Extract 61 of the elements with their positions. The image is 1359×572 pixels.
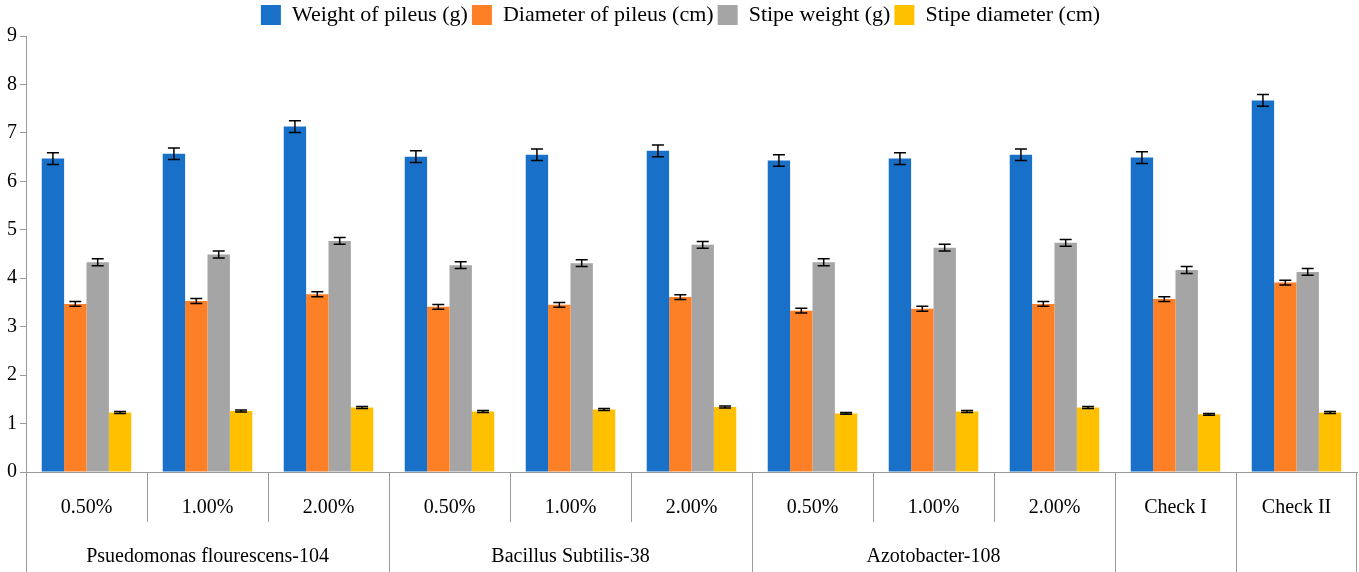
- bar: [525, 154, 549, 472]
- bar: [471, 411, 495, 472]
- text: Bacillus Subtilis-38: [491, 544, 650, 567]
- bar: [306, 294, 329, 472]
- x-tick-label: 0.50%: [786, 495, 839, 518]
- x-tick-label: Check II: [1261, 495, 1332, 518]
- x-tick-label: 1.00%: [907, 495, 960, 518]
- legend-label: Stipe diameter (cm): [925, 0, 1101, 26]
- x-tick-label: 2.00%: [665, 495, 718, 518]
- bar: [669, 297, 692, 472]
- y-tick-label: 0: [7, 459, 17, 482]
- legend-label: Diameter of pileus (cm): [502, 0, 714, 26]
- x-tick-label: 1.00%: [181, 495, 234, 518]
- x-tick-label: 2.00%: [302, 495, 355, 518]
- bar: [1318, 412, 1342, 472]
- bar: [1130, 157, 1154, 472]
- bar: [1274, 282, 1297, 472]
- text: Azotobacter-108: [866, 544, 1001, 567]
- bar: [229, 410, 253, 472]
- bar: [185, 300, 208, 472]
- bar: [283, 126, 307, 472]
- bar: [713, 407, 737, 472]
- bar: [162, 153, 186, 472]
- x-tick-label: 1.00%: [544, 495, 597, 518]
- bar: [1009, 154, 1033, 472]
- bar: [41, 158, 65, 472]
- y-tick-label: 3: [7, 313, 17, 336]
- bar: [64, 303, 87, 472]
- bar: [790, 310, 813, 472]
- bar: [108, 412, 132, 472]
- y-tick-label: 6: [7, 168, 17, 191]
- text: Psuedomonas flourescens-104: [86, 544, 329, 567]
- bar: [1197, 414, 1221, 472]
- legend-label: Weight of pileus (g): [291, 0, 468, 26]
- bar: [834, 413, 858, 472]
- bar: [1076, 407, 1100, 472]
- y-tick-label: 7: [7, 120, 17, 143]
- bar: [767, 160, 791, 472]
- bar: [646, 150, 670, 472]
- x-tick-label: 0.50%: [423, 495, 476, 518]
- bar: [427, 306, 450, 472]
- y-tick-label: 4: [7, 265, 17, 288]
- bar: [911, 308, 934, 472]
- bar: [592, 409, 616, 472]
- bar: [1153, 299, 1176, 472]
- y-tick-label: 9: [7, 23, 17, 46]
- bar: [1032, 303, 1055, 472]
- y-tick-label: 8: [7, 71, 17, 94]
- bar: [1251, 100, 1275, 472]
- x-tick-label: 0.50%: [60, 495, 113, 518]
- x-tick-label: Check I: [1144, 495, 1207, 518]
- bar: [888, 158, 912, 472]
- bar: [955, 411, 979, 472]
- bar: [548, 304, 571, 472]
- x-tick-label: 2.00%: [1028, 495, 1081, 518]
- y-tick-label: 1: [7, 410, 17, 433]
- bar: [350, 407, 374, 472]
- y-tick-label: 5: [7, 217, 17, 240]
- legend-label: Stipe weight (g): [748, 0, 891, 26]
- y-tick-label: 2: [7, 362, 17, 385]
- bar: [404, 156, 428, 472]
